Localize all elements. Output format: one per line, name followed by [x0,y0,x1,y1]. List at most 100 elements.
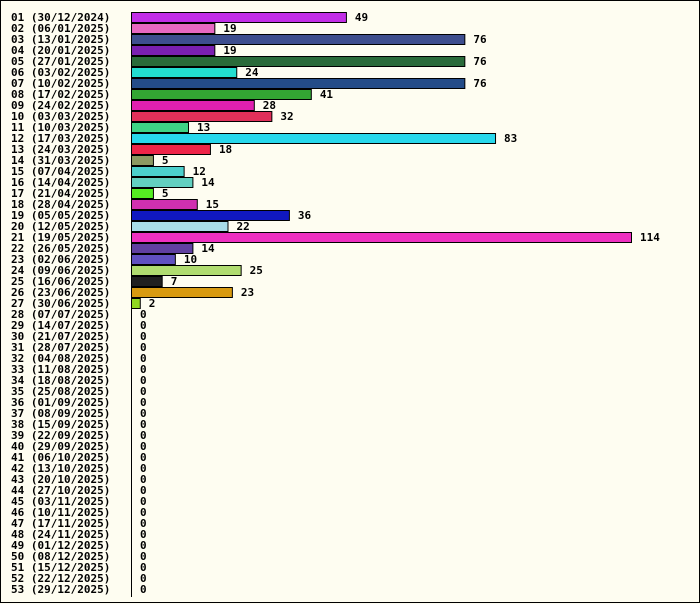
value-label: 0 [140,319,147,332]
bar [131,210,290,221]
value-label: 0 [140,506,147,519]
value-label: 7 [171,275,178,288]
value-label: 0 [140,583,147,596]
bar [131,276,163,287]
value-label: 83 [504,132,517,145]
category-label: 18 (28/04/2025) [11,198,110,211]
category-label: 31 (28/07/2025) [11,341,110,354]
category-label: 53 (29/12/2025) [11,583,110,596]
value-label: 114 [640,231,660,244]
value-label: 0 [140,473,147,486]
category-label: 52 (22/12/2025) [11,572,110,585]
value-label: 14 [201,176,215,189]
value-label: 25 [250,264,263,277]
category-label: 01 (30/12/2024) [11,11,110,24]
category-label: 16 (14/04/2025) [11,176,110,189]
value-label: 0 [140,352,147,365]
category-label: 04 (20/01/2025) [11,44,110,57]
value-label: 0 [140,341,147,354]
category-label: 39 (22/09/2025) [11,429,110,442]
bar [131,67,238,78]
bar [131,232,632,243]
value-label: 24 [245,66,259,79]
category-label: 10 (03/03/2025) [11,110,110,123]
category-label: 45 (03/11/2025) [11,495,110,508]
value-label: 76 [473,55,487,68]
value-label: 0 [140,484,147,497]
category-label: 23 (02/06/2025) [11,253,110,266]
category-label: 51 (15/12/2025) [11,561,110,574]
category-label: 46 (10/11/2025) [11,506,110,519]
value-label: 0 [140,330,147,343]
bar [131,45,216,56]
value-label: 0 [140,418,147,431]
category-label: 09 (24/02/2025) [11,99,110,112]
bar [131,78,466,89]
bar [131,144,211,155]
category-label: 50 (08/12/2025) [11,550,110,563]
value-label: 36 [298,209,312,222]
bar [131,199,198,210]
bar [131,188,154,199]
bar [131,287,233,298]
value-label: 49 [355,11,368,24]
value-label: 0 [140,451,147,464]
category-label: 47 (17/11/2025) [11,517,110,530]
value-label: 18 [219,143,232,156]
bar [131,254,176,265]
category-label: 21 (19/05/2025) [11,231,110,244]
category-label: 49 (01/12/2025) [11,539,110,552]
value-label: 0 [140,528,147,541]
value-label: 0 [140,517,147,530]
category-label: 32 (04/08/2025) [11,352,110,365]
category-label: 08 (17/02/2025) [11,88,110,101]
bar [131,122,190,133]
value-label: 15 [206,198,219,211]
category-label: 26 (23/06/2025) [11,286,110,299]
value-label: 2 [149,297,156,310]
value-label: 28 [263,99,276,112]
bar [131,34,466,45]
bar [131,100,255,111]
category-label: 40 (29/09/2025) [11,440,110,453]
value-label: 0 [140,407,147,420]
bar [131,155,154,166]
category-label: 14 (31/03/2025) [11,154,110,167]
value-label: 32 [280,110,293,123]
value-label: 0 [140,462,147,475]
category-label: 43 (20/10/2025) [11,473,110,486]
bar [131,56,466,67]
bar [131,221,229,232]
category-label: 30 (21/07/2025) [11,330,110,343]
bars-group: 01 (30/12/2024) 49 02 (06/01/2025) 19 03 (13… [11,11,660,596]
value-label: 5 [162,154,169,167]
category-label: 12 (17/03/2025) [11,132,110,145]
category-label: 37 (08/09/2025) [11,407,110,420]
category-label: 36 (01/09/2025) [11,396,110,409]
category-label: 38 (15/09/2025) [11,418,110,431]
value-label: 0 [140,550,147,563]
category-label: 29 (14/07/2025) [11,319,110,332]
value-label: 10 [184,253,197,266]
category-label: 13 (24/03/2025) [11,143,110,156]
category-label: 05 (27/01/2025) [11,55,110,68]
value-label: 23 [241,286,254,299]
category-label: 03 (13/01/2025) [11,33,110,46]
value-label: 5 [162,187,169,200]
value-label: 0 [140,385,147,398]
value-label: 19 [223,44,236,57]
value-label: 0 [140,572,147,585]
value-label: 0 [140,561,147,574]
category-label: 20 (12/05/2025) [11,220,110,233]
value-label: 0 [140,363,147,376]
bar [131,133,497,144]
value-label: 12 [193,165,206,178]
bar [131,265,242,276]
value-label: 76 [473,33,487,46]
category-label: 22 (26/05/2025) [11,242,110,255]
value-label: 14 [201,242,215,255]
category-label: 24 (09/06/2025) [11,264,110,277]
value-label: 0 [140,440,147,453]
